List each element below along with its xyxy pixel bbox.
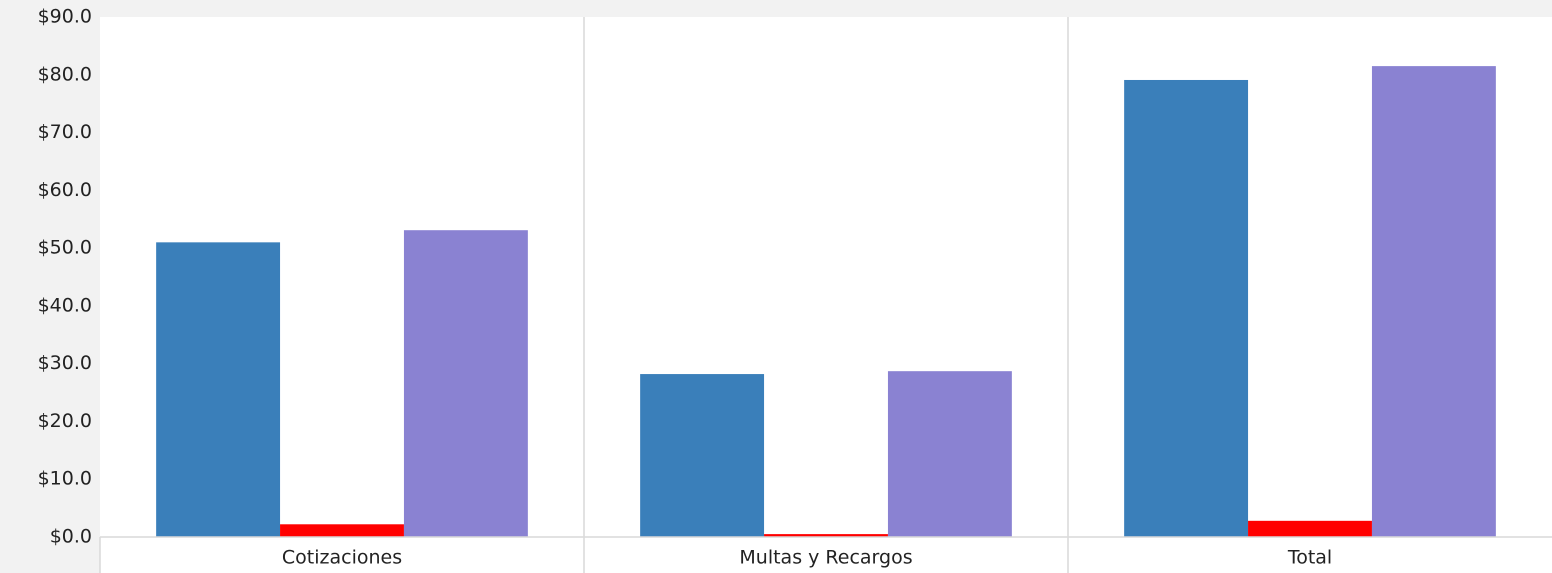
- bar: [887, 371, 1012, 537]
- bar: [403, 230, 528, 537]
- y-tick-label: $70.0: [38, 121, 92, 143]
- y-tick-label: $10.0: [38, 468, 92, 490]
- y-tick-label: $60.0: [38, 179, 92, 201]
- y-tick-label: $0.0: [50, 526, 92, 548]
- y-tick-label: $30.0: [38, 352, 92, 374]
- bar: [156, 242, 281, 538]
- bar: [764, 534, 888, 537]
- y-tick-label: $40.0: [38, 294, 92, 316]
- bar: [1124, 79, 1249, 537]
- x-tick-label: Multas y Recargos: [739, 547, 912, 569]
- bar: [640, 374, 765, 537]
- x-tick-label: Cotizaciones: [282, 547, 402, 569]
- y-tick-label: $90.0: [38, 6, 92, 28]
- y-tick-label: $20.0: [38, 410, 92, 432]
- x-tick-label: Total: [1287, 547, 1332, 569]
- bar: [1371, 66, 1496, 537]
- y-tick-label: $50.0: [38, 237, 92, 259]
- bar: [280, 524, 404, 537]
- bar: [1248, 520, 1372, 537]
- plot-area: [100, 17, 1552, 573]
- y-tick-label: $80.0: [38, 63, 92, 85]
